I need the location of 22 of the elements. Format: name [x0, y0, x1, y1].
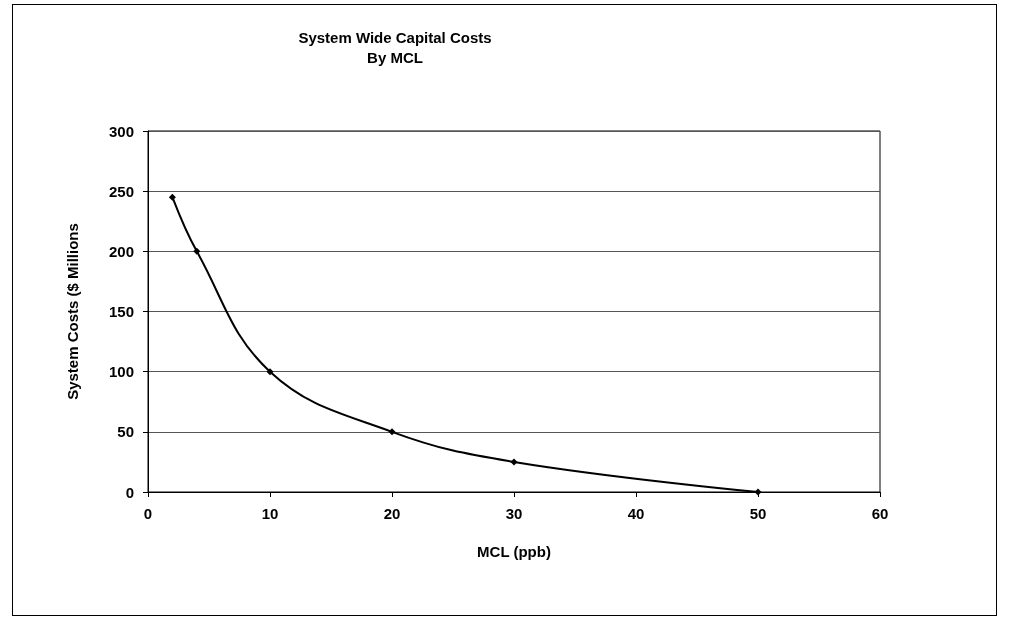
point	[388, 428, 396, 436]
x-axis-title: MCL (ppb)	[477, 543, 551, 560]
y-axis-title: System Costs ($ Millions	[64, 223, 81, 400]
y-tick-label: 300	[108, 122, 134, 140]
y-tick-label: 150	[108, 303, 134, 320]
point	[168, 193, 176, 201]
y-tick-label: 0	[125, 483, 134, 501]
point	[266, 368, 274, 376]
y-tick-label: 50	[117, 423, 134, 441]
x-tick-label: 10	[261, 505, 279, 522]
point	[510, 458, 518, 466]
x-tick-label: 0	[143, 505, 153, 522]
x-tick-label: 30	[505, 505, 523, 522]
y-tick-label: 100	[108, 363, 134, 381]
x-tick-label: 60	[871, 505, 889, 522]
x-tick-label: 50	[749, 505, 767, 522]
point	[193, 247, 201, 255]
x-tick-label: 20	[383, 505, 401, 522]
y-tick-label: 200	[108, 242, 134, 260]
chart-title: System Wide Capital Costs By MCL	[298, 28, 492, 66]
y-tick-label: 250	[108, 182, 134, 200]
x-tick-label: 40	[627, 505, 645, 522]
